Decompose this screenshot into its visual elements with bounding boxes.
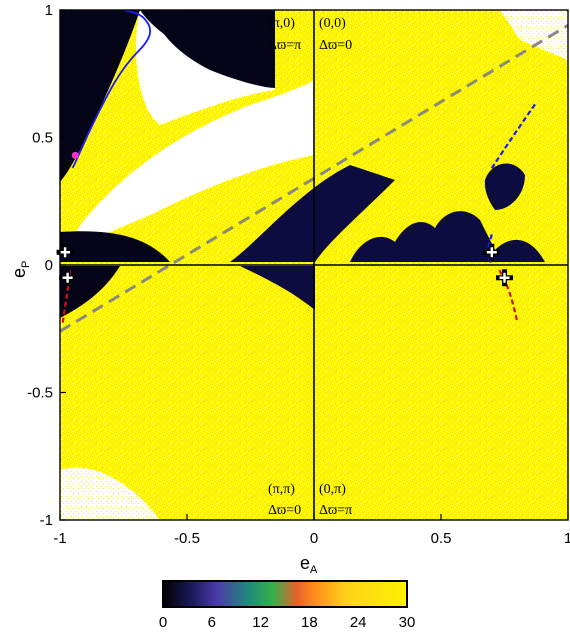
dark-region-upper-left-core	[60, 10, 275, 88]
quad-top-right-2: Δϖ=0	[319, 38, 352, 53]
y-axis-title-sub: P	[20, 261, 32, 268]
curve-1	[490, 103, 536, 169]
x-tick-group: -1 -0.5 0 0.5 1	[53, 514, 570, 547]
quad-bottom-right-1: (0,π)	[319, 482, 346, 497]
colorbar-tick-group: 0 6 12 18 24 30	[159, 614, 416, 631]
quad-bottom-left-2: Δϖ=0	[268, 503, 301, 518]
y-axis-title: eP	[9, 261, 32, 278]
curve-0	[71, 10, 152, 169]
dark-region-lobes	[350, 211, 545, 262]
quad-top-right-1: (0,0)	[319, 16, 346, 31]
cross-marker-2	[483, 243, 501, 261]
x-tick-label-1: -0.5	[174, 530, 200, 547]
dot-marker-4	[71, 151, 79, 159]
y-tick-label-1: -0.5	[27, 385, 53, 402]
quad-bottom-left-1: (π,π)	[268, 482, 295, 497]
y-tick-label-0: -1	[40, 512, 53, 529]
marker-group	[56, 151, 513, 287]
x-axis-title: eA	[300, 553, 318, 576]
x-axis-title-main: e	[300, 553, 310, 573]
quad-bottom-right-2: Δϖ=π	[319, 503, 352, 518]
white-region-upper	[60, 80, 315, 255]
white-region-bottom-left	[60, 467, 160, 520]
x-axis-title-sub: A	[310, 564, 318, 576]
cross-marker-0	[56, 243, 74, 261]
colorbar-tick-label-5: 30	[399, 614, 416, 631]
y-tick-label-2: 0	[45, 257, 53, 274]
dark-region-center-tail	[240, 266, 315, 310]
x-tick-label-3: 0.5	[431, 530, 452, 547]
x-tick-label-4: 1	[564, 530, 570, 547]
dark-region-center-fan	[230, 165, 395, 262]
x-tick-label-2: 0	[310, 530, 318, 547]
quad-top-left-2: Δϖ=π	[268, 38, 301, 53]
y-tick-label-4: 1	[45, 2, 53, 19]
y-tick-label-3: 0.5	[32, 130, 53, 147]
colorbar-tick-label-4: 24	[350, 614, 367, 631]
colorbar-tick-label-1: 6	[208, 614, 216, 631]
curve-2	[486, 234, 493, 266]
cross-marker-3	[496, 269, 513, 287]
dark-region-left-wedge	[60, 231, 170, 262]
dark-region-right-island	[484, 163, 525, 210]
y-axis-title-main: e	[9, 268, 29, 278]
colorbar-tick-label-0: 0	[159, 614, 167, 631]
colorbar-tick-label-3: 18	[301, 614, 318, 631]
white-region-right-edge	[500, 10, 568, 60]
cross-marker-1	[59, 269, 77, 287]
quad-top-left-1: (π,0)	[268, 16, 295, 31]
x-tick-label-0: -1	[53, 530, 66, 547]
colorbar-tick-label-2: 12	[252, 614, 269, 631]
y-tick-group: -1 -0.5 0 0.5 1	[27, 2, 66, 529]
colorbar	[162, 580, 408, 608]
